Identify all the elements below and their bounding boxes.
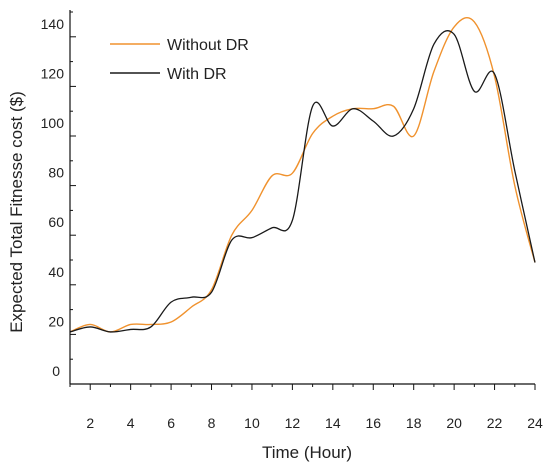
x-tick-label: 14 bbox=[325, 415, 341, 431]
x-tick-label: 12 bbox=[285, 415, 301, 431]
y-tick-label: 40 bbox=[48, 264, 64, 280]
y-tick-label: 20 bbox=[48, 313, 64, 329]
x-tick-label: 24 bbox=[527, 415, 543, 431]
x-tick-label: 4 bbox=[127, 415, 135, 431]
y-tick-label: 80 bbox=[48, 165, 64, 181]
x-tick-label: 18 bbox=[406, 415, 422, 431]
y-tick-label: 140 bbox=[41, 16, 65, 32]
plot-area bbox=[69, 16, 536, 333]
legend-label-without-dr: Without DR bbox=[167, 37, 249, 54]
series-line-without-dr bbox=[69, 16, 536, 333]
x-tick-label: 8 bbox=[208, 415, 216, 431]
x-tick-label: 16 bbox=[365, 415, 381, 431]
x-axis-title: Time (Hour) bbox=[262, 443, 352, 462]
y-tick-label: 100 bbox=[41, 115, 65, 131]
series-line-with-dr bbox=[69, 30, 536, 333]
x-tick-label: 6 bbox=[167, 415, 175, 431]
y-tick-label: 0 bbox=[52, 363, 60, 379]
y-tick-label: 60 bbox=[48, 214, 64, 230]
x-tick-label: 20 bbox=[446, 415, 462, 431]
x-tick-label: 22 bbox=[487, 415, 503, 431]
y-axis-title: Expected Total Fitnesse cost ($) bbox=[7, 91, 26, 333]
legend-label-with-dr: With DR bbox=[167, 66, 227, 83]
x-tick-label: 10 bbox=[244, 415, 260, 431]
y-tick-label: 120 bbox=[41, 65, 65, 81]
x-tick-label: 2 bbox=[86, 415, 94, 431]
legend: Without DR With DR bbox=[110, 37, 249, 83]
